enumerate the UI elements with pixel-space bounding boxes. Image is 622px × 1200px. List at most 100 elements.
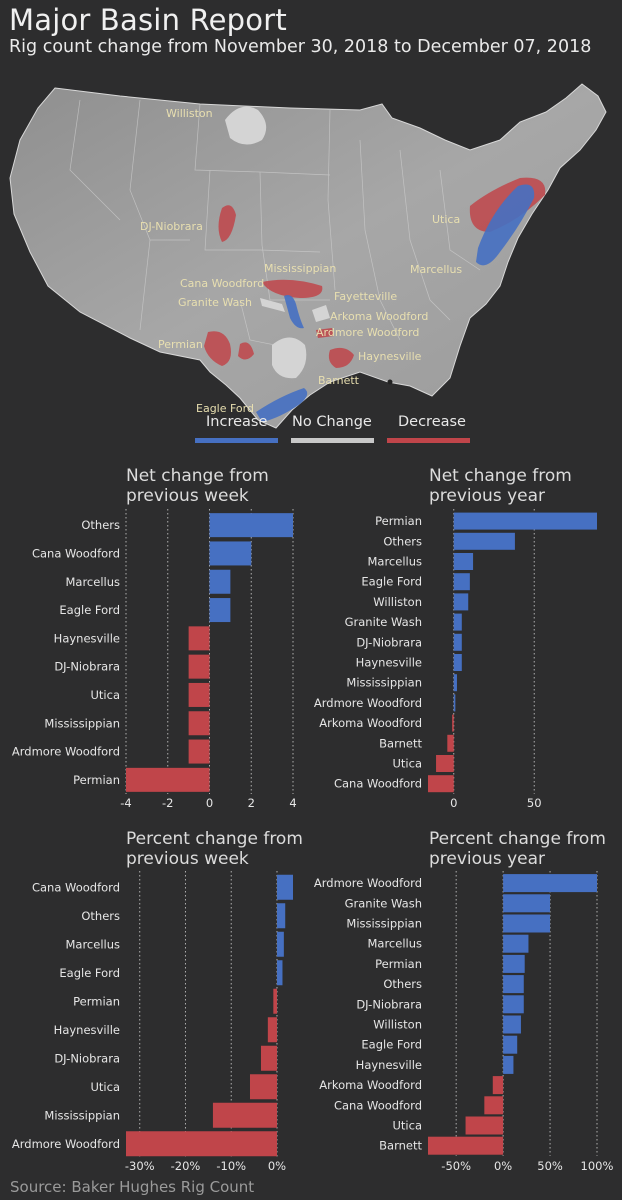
- bar-pct-week-9: [126, 1131, 277, 1157]
- bar-net-year-10: [452, 714, 454, 732]
- category-label-net-week-6: Utica: [91, 688, 121, 702]
- category-label-pct-week-7: Utica: [91, 1080, 121, 1094]
- us-landmass: [9, 83, 607, 429]
- category-label-pct-year-3: Marcellus: [367, 937, 422, 951]
- category-label-net-year-9: Ardmore Woodford: [314, 696, 422, 710]
- category-label-pct-week-3: Eagle Ford: [59, 966, 120, 980]
- category-label-pct-week-2: Marcellus: [65, 937, 120, 951]
- bar-pct-week-5: [267, 1017, 277, 1043]
- category-label-pct-year-7: Williston: [373, 1018, 422, 1032]
- category-label-net-year-4: Williston: [373, 595, 422, 609]
- category-label-pct-year-13: Barnett: [379, 1139, 422, 1153]
- chart-title-net-week-line1: Net change from: [126, 466, 269, 486]
- category-label-pct-year-6: DJ-Niobrara: [356, 997, 422, 1011]
- bar-pct-year-2: [503, 914, 551, 933]
- bar-net-year-2: [453, 553, 474, 570]
- bar-net-year-11: [447, 734, 454, 752]
- tick-label-net-year-1: 50: [527, 796, 542, 810]
- category-label-pct-week-6: DJ-Niobrara: [54, 1051, 120, 1065]
- category-label-net-year-5: Granite Wash: [345, 615, 422, 629]
- bar-net-week-1: [209, 541, 252, 566]
- legend-decrease-swatch: [387, 438, 470, 443]
- basin-ardmore-woodford: [316, 328, 334, 338]
- category-label-net-year-3: Eagle Ford: [361, 575, 422, 589]
- tick-label-net-year-0: 0: [450, 796, 457, 810]
- chart-title-pct-week-line1: Percent change from: [126, 829, 303, 849]
- category-label-net-year-10: Arkoma Woodford: [319, 716, 422, 730]
- category-label-pct-week-0: Cana Woodford: [32, 880, 120, 894]
- bar-net-year-7: [453, 654, 462, 671]
- tick-label-pct-year-1: 0%: [494, 1159, 512, 1173]
- bar-net-week-4: [188, 626, 210, 651]
- bar-pct-week-7: [249, 1074, 277, 1100]
- map-label-utica: Utica: [432, 213, 460, 226]
- category-label-pct-year-5: Others: [383, 977, 422, 991]
- category-label-net-week-5: DJ-Niobrara: [54, 660, 120, 674]
- bar-pct-year-12: [465, 1116, 504, 1135]
- category-label-pct-year-10: Arkoma Woodford: [319, 1078, 422, 1092]
- map-label-fayetteville: Fayetteville: [334, 290, 397, 303]
- bar-net-week-9: [126, 767, 210, 792]
- map-label-dj-niobrara: DJ-Niobrara: [140, 220, 203, 233]
- page-subtitle: Rig count change from November 30, 2018 …: [9, 37, 592, 57]
- legend-decrease-label: Decrease: [398, 414, 466, 430]
- tick-label-pct-week-1: -20%: [171, 1159, 201, 1173]
- bar-net-year-9: [453, 694, 456, 712]
- category-label-net-week-2: Marcellus: [65, 575, 120, 589]
- bar-net-week-5: [188, 654, 210, 679]
- basin-eagle-ford: [256, 388, 308, 422]
- bar-pct-year-7: [503, 1015, 521, 1034]
- bar-pct-year-3: [503, 934, 529, 953]
- category-label-pct-year-4: Permian: [375, 957, 422, 971]
- basin-haynesville: [328, 347, 354, 368]
- basin-granite-wash: [260, 298, 285, 312]
- tick-label-net-week-0: -4: [120, 796, 131, 810]
- tick-label-pct-year-0: -50%: [441, 1159, 471, 1173]
- bar-pct-week-6: [260, 1045, 277, 1071]
- tick-label-net-week-1: -2: [162, 796, 173, 810]
- tick-label-pct-year-2: 50%: [537, 1159, 563, 1173]
- bar-net-week-0: [209, 513, 293, 538]
- tick-label-pct-week-2: -10%: [216, 1159, 246, 1173]
- chart-title-pct-week-line2: previous week: [126, 849, 249, 869]
- category-label-pct-year-8: Eagle Ford: [361, 1038, 422, 1052]
- map-label-marcellus: Marcellus: [410, 263, 462, 276]
- map-label-eagle-ford: Eagle Ford: [196, 402, 254, 415]
- bar-pct-year-9: [503, 1055, 514, 1074]
- category-label-pct-year-11: Cana Woodford: [334, 1098, 422, 1112]
- category-label-pct-week-8: Mississippian: [44, 1108, 120, 1122]
- bar-net-week-6: [188, 682, 210, 707]
- category-label-net-year-13: Cana Woodford: [334, 777, 422, 791]
- bar-net-week-8: [188, 739, 210, 764]
- city-dot: [387, 379, 393, 385]
- chart-title-net-year-line1: Net change from: [429, 466, 572, 486]
- category-label-net-year-12: Utica: [393, 757, 423, 771]
- category-label-net-week-9: Permian: [73, 773, 120, 787]
- map-label-haynesville: Haynesville: [358, 350, 422, 363]
- map-label-ardmore-woodford: Ardmore Woodford: [316, 326, 419, 339]
- bar-net-year-6: [453, 633, 462, 651]
- basin-barnett: [272, 337, 307, 379]
- category-label-pct-week-9: Ardmore Woodford: [12, 1137, 120, 1151]
- state-borders: [69, 99, 481, 351]
- category-label-net-week-8: Ardmore Woodford: [12, 745, 120, 759]
- category-label-net-year-2: Marcellus: [367, 555, 422, 569]
- category-label-net-year-1: Others: [383, 534, 422, 548]
- tick-label-pct-week-0: -30%: [125, 1159, 155, 1173]
- category-label-net-week-7: Mississippian: [44, 716, 120, 730]
- bar-pct-year-8: [503, 1035, 518, 1054]
- category-label-pct-week-4: Permian: [73, 994, 120, 1008]
- bar-pct-year-1: [503, 894, 551, 913]
- map-label-mississippian: Mississippian: [264, 262, 336, 275]
- chart-title-pct-year-line1: Percent change from: [429, 829, 606, 849]
- bar-net-week-7: [188, 711, 210, 736]
- bar-pct-year-13: [428, 1136, 504, 1155]
- map-label-williston: Williston: [166, 107, 213, 120]
- chart-title-net-year: Net change from previous year: [429, 466, 572, 506]
- bar-pct-week-2: [276, 931, 284, 957]
- bar-pct-year-5: [503, 975, 524, 994]
- bar-pct-week-1: [276, 903, 286, 929]
- bar-pct-year-4: [503, 954, 525, 973]
- bar-net-year-0: [453, 512, 597, 530]
